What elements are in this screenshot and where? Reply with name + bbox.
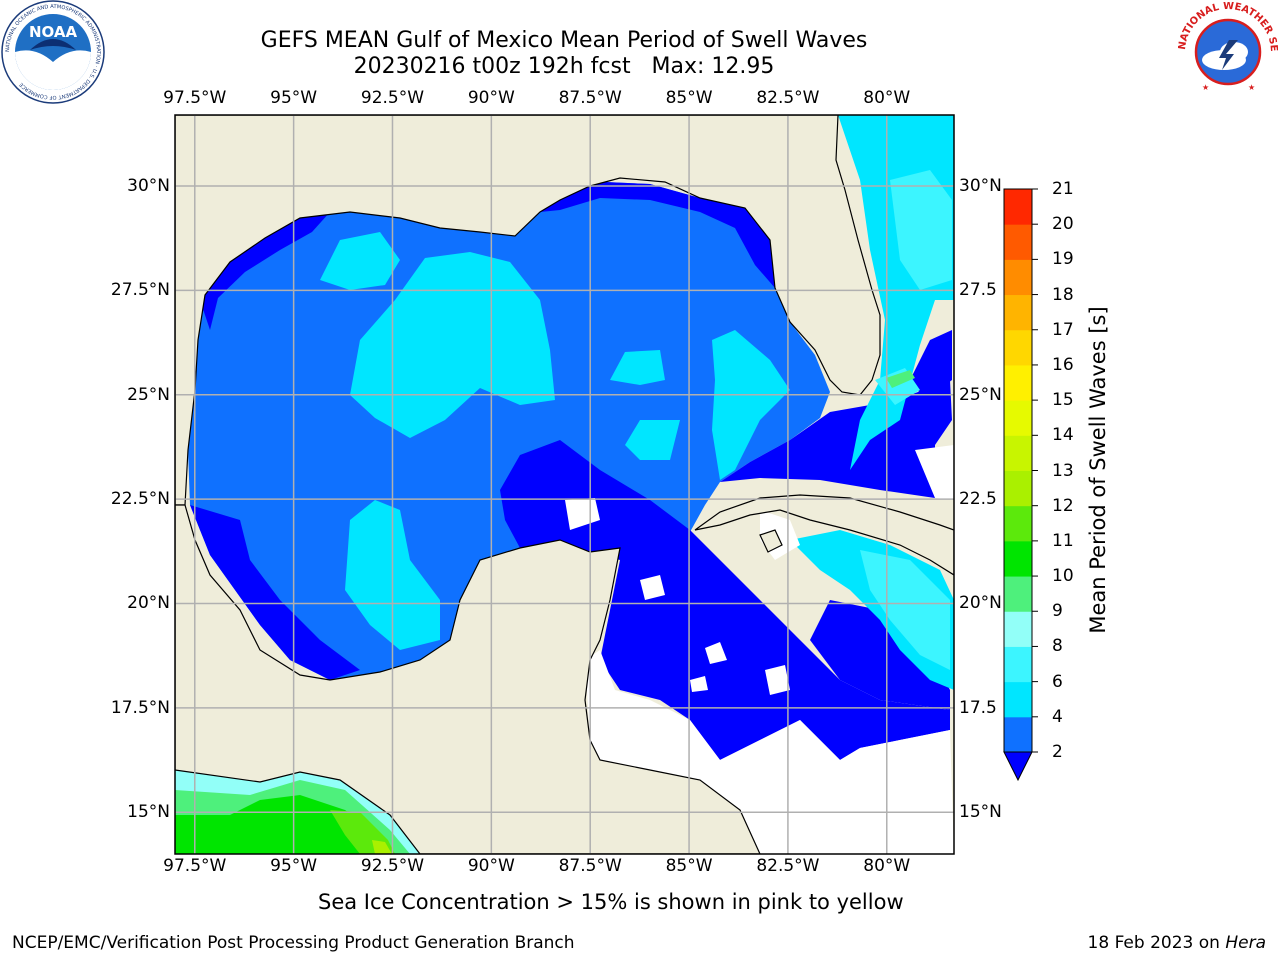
colorbar-tick-label-7: 14: [1052, 425, 1074, 445]
lat-label-left-2: 25°N: [127, 385, 170, 405]
colorbar-tick-label-11: 10: [1052, 566, 1074, 586]
colorbar-under-triangle: [1004, 752, 1032, 780]
colorbar-tick-label-2: 19: [1052, 249, 1074, 269]
lat-label-right-0: 30°N: [959, 176, 1002, 196]
colorbar-tick-label-6: 15: [1052, 390, 1074, 410]
lon-label-bottom-7: 80°W: [863, 856, 910, 876]
lon-label-top-0: 97.5°W: [163, 88, 226, 108]
lat-label-right-4: 20°N: [959, 593, 1002, 613]
lon-label-bottom-0: 97.5°W: [163, 856, 226, 876]
colorbar-segment-1: [1004, 682, 1032, 718]
colorbar-tick-label-14: 6: [1052, 672, 1063, 692]
lon-label-top-4: 87.5°W: [559, 88, 622, 108]
colorbar-tick-label-15: 4: [1052, 707, 1063, 727]
colorbar-segment-13: [1004, 259, 1032, 295]
lat-label-left-4: 20°N: [127, 593, 170, 613]
lat-label-left-5: 17.5°N: [111, 698, 170, 718]
lon-label-bottom-6: 82.5°W: [756, 856, 819, 876]
lon-label-bottom-2: 92.5°W: [361, 856, 424, 876]
colorbar-segment-15: [1004, 189, 1032, 225]
lat-label-right-5: 17.5: [959, 698, 997, 718]
lat-label-left-6: 15°N: [127, 802, 170, 822]
lon-label-top-3: 90°W: [468, 88, 515, 108]
lon-label-bottom-1: 95°W: [270, 856, 317, 876]
colorbar-tick-label-13: 8: [1052, 636, 1063, 656]
lat-label-right-2: 25°N: [959, 385, 1002, 405]
colorbar-segment-6: [1004, 506, 1032, 542]
lon-label-top-5: 85°W: [666, 88, 713, 108]
colorbar-segment-7: [1004, 471, 1032, 507]
lon-label-bottom-3: 90°W: [468, 856, 515, 876]
colorbar-segment-8: [1004, 435, 1032, 471]
footer-date: 18 Feb 2023 on Hera: [1088, 933, 1266, 953]
lat-label-left-3: 22.5°N: [111, 489, 170, 509]
footer-host: Hera: [1225, 933, 1266, 953]
colorbar-segment-9: [1004, 400, 1032, 436]
lat-label-left-1: 27.5°N: [111, 280, 170, 300]
colorbar-tick-label-3: 18: [1052, 285, 1074, 305]
lat-label-right-6: 15°N: [959, 802, 1002, 822]
colorbar-segment-0: [1004, 717, 1032, 753]
colorbar-segment-3: [1004, 611, 1032, 647]
lon-label-bottom-5: 85°W: [666, 856, 713, 876]
colorbar-segment-2: [1004, 646, 1032, 682]
colorbar-tick-label-12: 9: [1052, 601, 1063, 621]
colorbar-segment-12: [1004, 295, 1032, 331]
lon-label-top-7: 80°W: [863, 88, 910, 108]
colorbar-title: Mean Period of Swell Waves [s]: [1086, 306, 1110, 633]
colorbar-tick-label-16: 2: [1052, 742, 1063, 762]
colorbar-tick-label-8: 13: [1052, 461, 1074, 481]
colorbar-segment-14: [1004, 224, 1032, 260]
lat-label-right-3: 22.5: [959, 489, 997, 509]
lat-label-left-0: 30°N: [127, 176, 170, 196]
lon-label-top-2: 92.5°W: [361, 88, 424, 108]
colorbar-segment-5: [1004, 541, 1032, 577]
colorbar-segment-10: [1004, 365, 1032, 401]
footer-credit: NCEP/EMC/Verification Post Processing Pr…: [12, 933, 575, 953]
colorbar-tick-label-9: 12: [1052, 496, 1074, 516]
colorbar-tick-label-4: 17: [1052, 320, 1074, 340]
map-area: [175, 115, 954, 854]
lon-label-top-1: 95°W: [270, 88, 317, 108]
lat-label-right-1: 27.5: [959, 280, 997, 300]
colorbar-tick-label-0: 21: [1052, 179, 1074, 199]
colorbar-tick-label-5: 16: [1052, 355, 1074, 375]
colorbar: [1004, 189, 1038, 780]
sea-ice-caption: Sea Ice Concentration > 15% is shown in …: [318, 890, 904, 914]
colorbar-segment-11: [1004, 330, 1032, 366]
colorbar-segment-4: [1004, 576, 1032, 612]
footer-date-text: 18 Feb 2023 on: [1088, 933, 1226, 953]
lon-label-top-6: 82.5°W: [756, 88, 819, 108]
lon-label-bottom-4: 87.5°W: [559, 856, 622, 876]
colorbar-tick-label-10: 11: [1052, 531, 1074, 551]
colorbar-tick-label-1: 20: [1052, 214, 1074, 234]
